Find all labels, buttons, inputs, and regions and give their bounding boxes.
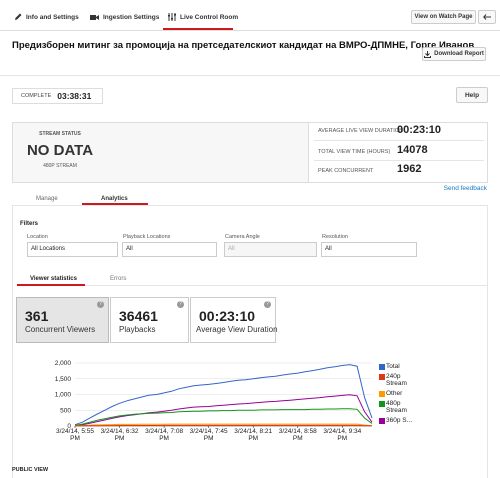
metric-label: Concurrent Viewers <box>25 325 96 334</box>
help-icon[interactable]: ? <box>264 301 271 308</box>
camera-icon <box>90 15 99 20</box>
filters-title: Filters <box>20 221 39 227</box>
x-tick-label: 3/24/14, 7:08 PM <box>145 428 184 442</box>
y-tick-label: 1,500 <box>55 376 72 383</box>
tab-label: Info and Settings <box>26 13 79 21</box>
y-tick-label: 1,000 <box>55 392 72 399</box>
series-line <box>74 423 373 427</box>
metric-label: Playbacks <box>119 325 156 334</box>
metric-card[interactable]: 00:23:10 Average View Duration ? <box>190 297 278 343</box>
tab[interactable]: Live Control Room <box>168 13 238 21</box>
legend-label: 480p Stream <box>386 400 407 414</box>
stat-tab[interactable]: Viewer statistics <box>30 276 77 282</box>
status-label: COMPLETE <box>21 93 52 99</box>
y-tick-label: 0 <box>67 423 71 430</box>
legend-label: Other <box>386 390 403 397</box>
stream-status-area <box>13 123 308 182</box>
download-button[interactable]: Download Report <box>422 47 486 61</box>
stream-quality: 480P STREAM <box>43 163 77 169</box>
tab-underline <box>163 28 233 30</box>
series-line <box>74 408 373 426</box>
series-line <box>74 364 373 426</box>
legend-label: 240p Stream <box>386 373 407 387</box>
filter-label: Playback Locations <box>123 234 171 240</box>
filter-select[interactable]: All <box>321 242 417 257</box>
section-underline <box>82 203 148 205</box>
stream-panel <box>12 122 488 183</box>
x-tick-label: 3/24/14, 6:32 PM <box>100 428 139 442</box>
download-label: Download Report <box>434 51 484 57</box>
download-icon <box>424 50 432 58</box>
legend-label: Total <box>386 363 400 370</box>
filter-select[interactable]: All <box>224 242 317 257</box>
row-divider <box>314 140 484 141</box>
stream-divider <box>308 123 309 182</box>
stat-label: TOTAL VIEW TIME (HOURS) <box>318 149 391 155</box>
tab-label: Ingestion Settings <box>103 13 160 21</box>
analytics-panel <box>12 205 488 478</box>
chart: 0 500 1,000 1,500 2,000 <box>55 360 373 430</box>
location-input[interactable]: All Locations <box>27 242 118 257</box>
back-icon <box>483 14 491 20</box>
y-tick-label: 500 <box>60 407 71 414</box>
help-icon[interactable]: ? <box>177 301 184 308</box>
page-title: Предизборен митинг за промоција на претс… <box>12 40 475 51</box>
back-button[interactable] <box>478 10 496 24</box>
help-button[interactable]: Help <box>456 87 488 103</box>
y-tick-label: 2,000 <box>55 360 72 367</box>
legend-swatch <box>379 417 385 424</box>
x-tick-label: 3/24/14, 5:55 PM <box>56 428 94 442</box>
filter-label: Camera Angle <box>225 234 260 240</box>
stat-tabs-line <box>17 285 488 286</box>
metric-value: 361 <box>25 308 49 324</box>
legend-label: 360p S... <box>386 417 413 424</box>
stream-label: STREAM STATUS <box>39 131 81 137</box>
legend-swatch <box>379 390 385 397</box>
divider <box>0 75 500 76</box>
legend-swatch <box>379 363 385 370</box>
filter-label: Resolution <box>322 234 348 240</box>
status-box: COMPLETE 03:38:31 <box>12 88 103 104</box>
section-tab[interactable]: Analytics <box>101 196 128 202</box>
filter-select[interactable]: All <box>122 242 217 257</box>
legend-swatch <box>379 400 385 407</box>
tab[interactable]: Ingestion Settings <box>90 13 159 21</box>
sliders-icon <box>168 13 176 21</box>
stat-value: 00:23:10 <box>397 124 442 136</box>
x-tick-label: 3/24/14, 7:45 PM <box>189 428 228 442</box>
top-bar <box>0 0 500 31</box>
stat-tab-underline <box>17 284 85 286</box>
tab[interactable]: Info and Settings <box>14 13 79 21</box>
stat-label: AVERAGE LIVE VIEW DURATION <box>318 128 404 134</box>
filter-label: Location <box>27 234 48 240</box>
metric-card[interactable]: 36461 Playbacks ? <box>110 297 189 343</box>
x-tick-label: 3/24/14, 8:21 PM <box>234 428 273 442</box>
series-line <box>74 394 373 427</box>
feedback-link[interactable]: Send feedback <box>443 185 487 192</box>
metric-value: 00:23:10 <box>199 308 256 324</box>
stat-value: 1962 <box>397 163 422 175</box>
x-tick-label: 3/24/14, 9:34 PM <box>323 428 362 442</box>
stream-status: NO DATA <box>26 142 94 159</box>
pencil-icon <box>15 13 22 20</box>
metric-label: Average View Duration <box>196 325 278 334</box>
metric-value: 36461 <box>119 308 158 324</box>
watch-button[interactable]: View on Watch Page <box>411 10 476 24</box>
help-icon[interactable]: ? <box>97 301 104 308</box>
section-tab[interactable]: Manage <box>36 196 58 202</box>
metric-card[interactable]: 361 Concurrent Viewers ? <box>16 297 109 343</box>
series-line <box>74 424 373 427</box>
tab-label: Live Control Room <box>180 13 239 21</box>
footer-label: PUBLIC VIEW <box>12 467 49 473</box>
stat-value: 14078 <box>397 144 428 156</box>
status-time: 03:38:31 <box>57 91 92 101</box>
stat-tab[interactable]: Errors <box>110 276 127 282</box>
x-tick-label: 3/24/14, 8:58 PM <box>278 428 317 442</box>
row-divider <box>314 160 484 161</box>
legend-swatch <box>379 373 385 380</box>
stat-label: PEAK CONCURRENT <box>318 168 374 174</box>
